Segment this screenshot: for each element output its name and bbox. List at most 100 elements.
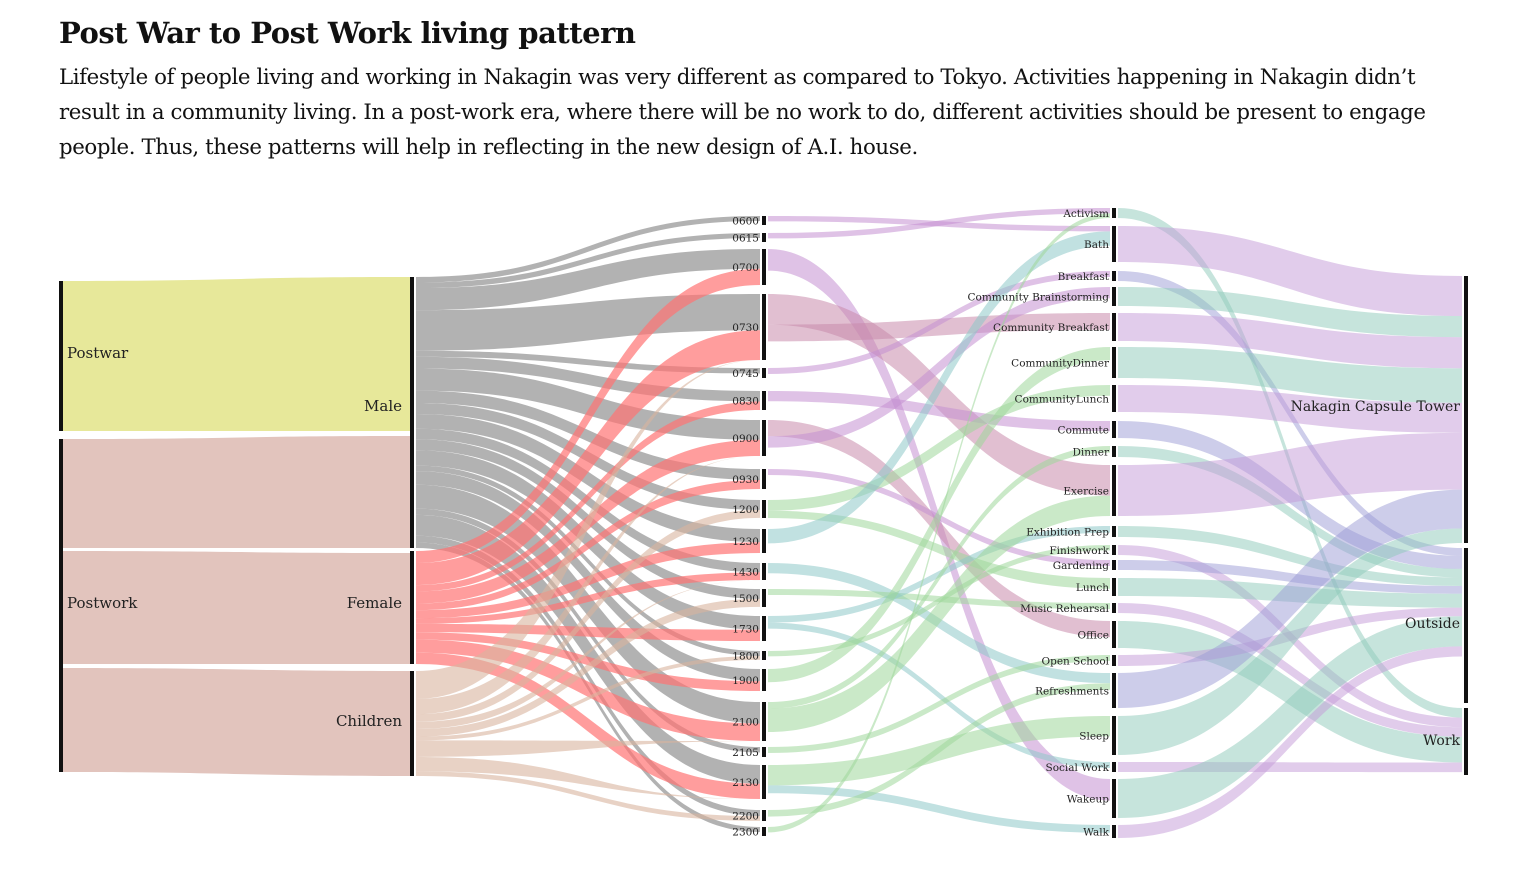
node-label-1900: 1900 bbox=[732, 675, 759, 687]
node-0830 bbox=[762, 391, 766, 410]
node-1800 bbox=[762, 651, 766, 660]
node-0745 bbox=[762, 368, 766, 378]
link-2300-activism bbox=[768, 213, 1110, 833]
node-label-0615: 0615 bbox=[732, 233, 759, 245]
link-communitylunch-nakagin-capsule-tower bbox=[1118, 385, 1462, 433]
node-1230 bbox=[762, 529, 766, 553]
link-1200-lunch bbox=[768, 510, 1110, 589]
link-community-brainstorming-nakagin-capsule-tower bbox=[1118, 287, 1462, 338]
link-1800-finishwork bbox=[768, 545, 1110, 657]
node-label-wakeup: Wakeup bbox=[1067, 794, 1109, 806]
page-title: Post War to Post Work living pattern bbox=[59, 16, 636, 50]
link-male-1230 bbox=[416, 414, 760, 543]
node-label-communitydinner: CommunityDinner bbox=[1011, 358, 1110, 370]
node-sleep bbox=[1112, 716, 1116, 755]
sankey-links bbox=[61, 208, 1462, 838]
node-label-community-breakfast: Community Breakfast bbox=[993, 322, 1110, 334]
node-label-0700: 0700 bbox=[732, 262, 759, 274]
link-0900-community-brainstorming bbox=[768, 287, 1110, 448]
link-0745-breakfast bbox=[768, 271, 1110, 374]
node-0900 bbox=[762, 420, 766, 456]
node-label-1200: 1200 bbox=[732, 504, 759, 516]
link-sleep-nakagin-capsule-tower bbox=[1118, 528, 1462, 755]
link-female-0830 bbox=[416, 401, 760, 592]
link-0730-exercise bbox=[768, 294, 1110, 496]
node-2130 bbox=[762, 765, 766, 799]
link-male-0830 bbox=[416, 356, 760, 402]
node-nakagin-capsule-tower bbox=[1464, 276, 1468, 543]
link-1730-social-work bbox=[768, 622, 1110, 768]
link-children-2100 bbox=[416, 740, 760, 757]
node-postwar bbox=[59, 281, 63, 431]
link-female-0730 bbox=[416, 330, 760, 586]
link-male-1800 bbox=[416, 465, 760, 656]
node-label-2300: 2300 bbox=[732, 827, 759, 839]
node-lunch bbox=[1112, 578, 1116, 596]
link-female-0930 bbox=[416, 480, 760, 611]
node-walk bbox=[1112, 825, 1116, 838]
node-label-children: Children bbox=[336, 712, 402, 730]
link-children-2200 bbox=[416, 771, 760, 821]
link-gardening-outside bbox=[1118, 560, 1462, 594]
link-community-breakfast-nakagin-capsule-tower bbox=[1118, 313, 1462, 369]
link-refreshments-nakagin-capsule-tower bbox=[1118, 489, 1462, 708]
link-male-0700 bbox=[416, 249, 760, 311]
node-label-commute: Commute bbox=[1058, 425, 1109, 437]
link-1200-communitylunch bbox=[768, 385, 1110, 511]
node-communitylunch bbox=[1112, 385, 1116, 412]
node-label-communitylunch: CommunityLunch bbox=[1015, 394, 1110, 406]
node-label-outside: Outside bbox=[1405, 616, 1460, 632]
node-music-rehearsal bbox=[1112, 603, 1116, 613]
node-breakfast bbox=[1112, 271, 1116, 281]
node-male bbox=[410, 277, 414, 548]
link-exhibition-prep-outside bbox=[1118, 526, 1462, 586]
node-label-1500: 1500 bbox=[732, 593, 759, 605]
node-dinner bbox=[1112, 446, 1116, 457]
node-2200 bbox=[762, 810, 766, 821]
link-music-rehearsal-work bbox=[1118, 603, 1462, 737]
node-0600 bbox=[762, 216, 766, 225]
node-social-work bbox=[1112, 762, 1116, 772]
node-work bbox=[1464, 708, 1468, 775]
node-1430 bbox=[762, 563, 766, 580]
link-female-2100 bbox=[416, 639, 760, 741]
node-commute bbox=[1112, 421, 1116, 438]
node-label-2200: 2200 bbox=[732, 811, 759, 823]
node-label-music-rehearsal: Music Rehearsal bbox=[1020, 603, 1110, 615]
node-label-bath: Bath bbox=[1084, 239, 1109, 251]
node-label-sleep: Sleep bbox=[1079, 731, 1109, 743]
node-label-community-brainstorming: Community Brainstorming bbox=[967, 292, 1109, 304]
node-label-0930: 0930 bbox=[732, 474, 759, 486]
node-label-0730: 0730 bbox=[732, 322, 759, 334]
node-community-brainstorming bbox=[1112, 287, 1116, 306]
link-0615-activism bbox=[768, 208, 1110, 239]
node-community-breakfast bbox=[1112, 313, 1116, 341]
node-label-dinner: Dinner bbox=[1072, 447, 1110, 459]
node-open-school bbox=[1112, 655, 1116, 666]
sankey-nodes bbox=[59, 208, 1468, 838]
link-2200-refreshments bbox=[768, 683, 1110, 817]
link-male-2130 bbox=[416, 514, 760, 784]
link-1900-communitydinner bbox=[768, 347, 1110, 683]
link-male-2100 bbox=[416, 484, 760, 724]
link-children-1430 bbox=[416, 580, 760, 730]
link-male-1730 bbox=[416, 450, 760, 630]
link-children-2130 bbox=[416, 756, 760, 799]
node-label-1800: 1800 bbox=[732, 651, 759, 663]
node-0615 bbox=[762, 233, 766, 242]
link-children-1800 bbox=[416, 655, 760, 741]
link-postwar-male bbox=[61, 277, 412, 431]
node-1730 bbox=[762, 616, 766, 641]
link-2100-dinner bbox=[768, 446, 1110, 709]
node-children bbox=[410, 671, 414, 776]
link-male-1900 bbox=[416, 471, 760, 682]
node-0930 bbox=[762, 469, 766, 489]
node-2100 bbox=[762, 702, 766, 741]
node-label-office: Office bbox=[1077, 630, 1109, 642]
node-label-0745: 0745 bbox=[732, 368, 759, 380]
node-label-postwar: Postwar bbox=[67, 344, 129, 362]
link-male-0600 bbox=[416, 216, 760, 283]
node-1200 bbox=[762, 500, 766, 518]
link-female-2130 bbox=[416, 652, 760, 799]
node-refreshments bbox=[1112, 673, 1116, 708]
